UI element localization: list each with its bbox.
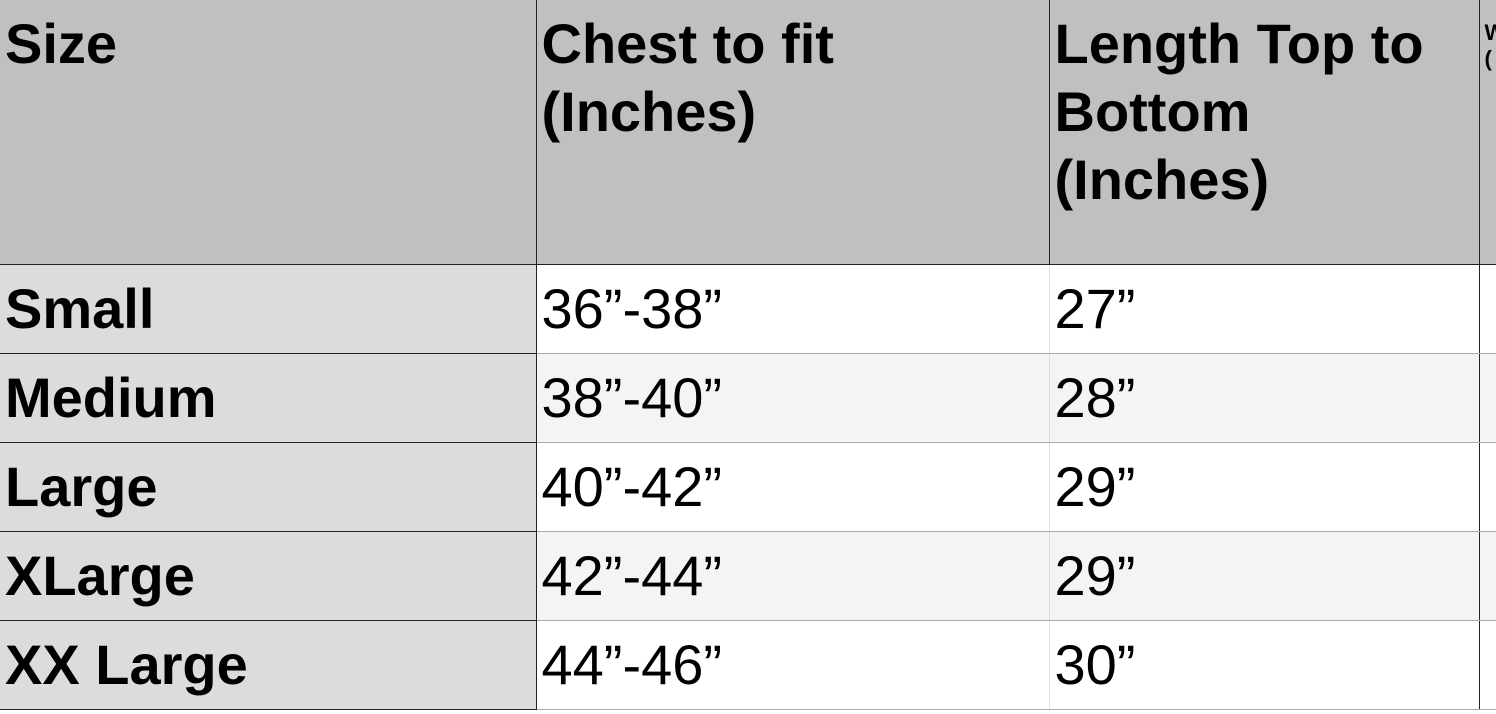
extra-cell xyxy=(1479,620,1496,710)
header-length: Length Top to Bottom (Inches) xyxy=(1049,0,1480,265)
header-size: Size xyxy=(0,0,537,265)
chest-cell: 36”-38” xyxy=(536,264,1050,354)
header-truncated: W ( xyxy=(1479,0,1496,265)
size-cell: XX Large xyxy=(0,620,537,710)
chest-cell: 38”-40” xyxy=(536,353,1050,443)
chest-cell: 40”-42” xyxy=(536,442,1050,532)
length-cell: 29” xyxy=(1049,531,1480,621)
size-cell: XLarge xyxy=(0,531,537,621)
extra-cell xyxy=(1479,442,1496,532)
length-cell: 30” xyxy=(1049,620,1480,710)
header-chest: Chest to fit (Inches) xyxy=(536,0,1050,265)
table-row: Small 36”-38” 27” xyxy=(0,264,1496,354)
extra-cell xyxy=(1479,531,1496,621)
chest-cell: 44”-46” xyxy=(536,620,1050,710)
table-row: XX Large 44”-46” 30” xyxy=(0,620,1496,710)
table-row: Large 40”-42” 29” xyxy=(0,442,1496,532)
header-row: Size Chest to fit (Inches) Length Top to… xyxy=(0,0,1496,265)
size-cell: Medium xyxy=(0,353,537,443)
table-row: Medium 38”-40” 28” xyxy=(0,353,1496,443)
size-cell: Small xyxy=(0,264,537,354)
chest-cell: 42”-44” xyxy=(536,531,1050,621)
length-cell: 29” xyxy=(1049,442,1480,532)
length-cell: 28” xyxy=(1049,353,1480,443)
size-cell: Large xyxy=(0,442,537,532)
length-cell: 27” xyxy=(1049,264,1480,354)
extra-cell xyxy=(1479,353,1496,443)
extra-cell xyxy=(1479,264,1496,354)
table-row: XLarge 42”-44” 29” xyxy=(0,531,1496,621)
